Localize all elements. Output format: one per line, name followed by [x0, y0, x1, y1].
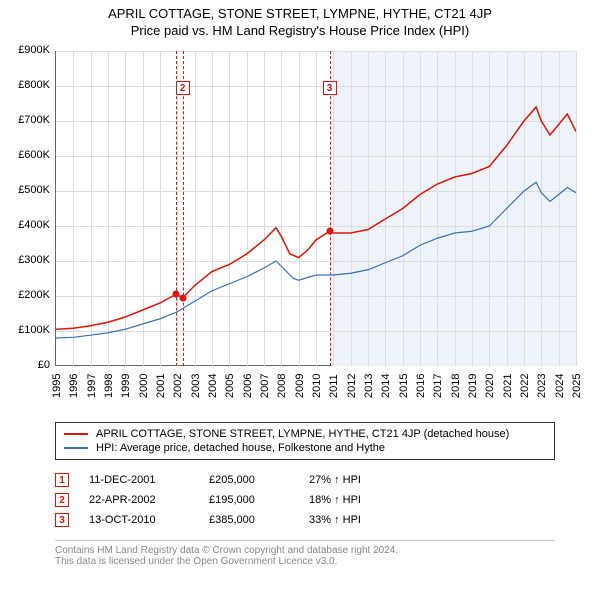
y-axis-label: £100K [10, 324, 50, 336]
event-index-box: 1 [55, 473, 69, 487]
x-axis-label: 2016 [415, 368, 427, 398]
x-axis-label: 2005 [224, 368, 236, 398]
legend-box: APRIL COTTAGE, STONE STREET, LYMPNE, HYT… [55, 422, 555, 460]
x-axis-label: 2002 [172, 368, 184, 398]
x-axis-label: 2004 [207, 368, 219, 398]
x-axis-label: 2007 [259, 368, 271, 398]
x-axis-label: 2006 [242, 368, 254, 398]
y-axis-label: £900K [10, 44, 50, 56]
plot-region: 23 [55, 51, 575, 366]
x-axis-label: 2003 [190, 368, 202, 398]
x-axis-label: 2014 [380, 368, 392, 398]
x-axis-label: 1996 [68, 368, 80, 398]
chart-subtitle: Price paid vs. HM Land Registry's House … [10, 23, 590, 38]
x-axis-label: 2000 [138, 368, 150, 398]
x-axis-label: 2017 [432, 368, 444, 398]
y-axis-label: £400K [10, 219, 50, 231]
chart-title: APRIL COTTAGE, STONE STREET, LYMPNE, HYT… [10, 6, 590, 21]
x-axis-label: 1997 [86, 368, 98, 398]
x-axis-label: 2025 [571, 368, 583, 398]
x-axis-label: 2010 [311, 368, 323, 398]
event-price: £385,000 [209, 514, 289, 526]
x-axis-label: 2012 [346, 368, 358, 398]
event-delta: 27% ↑ HPI [309, 474, 409, 486]
y-axis-label: £800K [10, 79, 50, 91]
y-axis-label: £700K [10, 114, 50, 126]
series-line-hpi [56, 182, 576, 338]
x-axis-label: 2024 [554, 368, 566, 398]
x-axis-label: 2011 [328, 368, 340, 398]
event-row: 1 11-DEC-2001 £205,000 27% ↑ HPI [55, 470, 555, 490]
event-date: 11-DEC-2001 [89, 474, 189, 486]
y-axis-label: £500K [10, 184, 50, 196]
footer-attribution: Contains HM Land Registry data © Crown c… [55, 540, 555, 567]
legend-swatch [64, 447, 88, 449]
event-delta: 33% ↑ HPI [309, 514, 409, 526]
gridline-v [576, 51, 577, 366]
title-block: APRIL COTTAGE, STONE STREET, LYMPNE, HYT… [10, 6, 590, 38]
legend-swatch [64, 433, 88, 435]
legend-label: HPI: Average price, detached house, Folk… [96, 442, 385, 454]
event-delta: 18% ↑ HPI [309, 494, 409, 506]
event-date: 13-OCT-2010 [89, 514, 189, 526]
series-svg [56, 51, 576, 366]
x-axis-label: 2001 [155, 368, 167, 398]
event-index-box: 3 [55, 513, 69, 527]
legend-item: HPI: Average price, detached house, Folk… [64, 441, 546, 455]
footer-line-1: Contains HM Land Registry data © Crown c… [55, 545, 555, 556]
x-axis-label: 1995 [51, 368, 63, 398]
event-date: 22-APR-2002 [89, 494, 189, 506]
x-axis-label: 2022 [519, 368, 531, 398]
x-axis-label: 2020 [484, 368, 496, 398]
x-axis-label: 2009 [294, 368, 306, 398]
events-table: 1 11-DEC-2001 £205,000 27% ↑ HPI 2 22-APR-200… [55, 470, 555, 530]
event-index-box: 2 [55, 493, 69, 507]
chart-area: 23 £0 £100K £200K £300K £400K £500K £600K £700K £… [10, 46, 590, 416]
x-axis-label: 2019 [467, 368, 479, 398]
event-row: 3 13-OCT-2010 £385,000 33% ↑ HPI [55, 510, 555, 530]
x-axis-label: 2023 [536, 368, 548, 398]
y-axis-label: £600K [10, 149, 50, 161]
y-axis-label: £300K [10, 254, 50, 266]
x-axis-label: 2018 [450, 368, 462, 398]
x-axis-label: 2013 [363, 368, 375, 398]
x-axis-label: 2008 [276, 368, 288, 398]
event-price: £195,000 [209, 494, 289, 506]
x-axis-label: 1999 [120, 368, 132, 398]
footer-line-2: This data is licensed under the Open Gov… [55, 556, 555, 567]
legend-item: APRIL COTTAGE, STONE STREET, LYMPNE, HYT… [64, 427, 546, 441]
event-row: 2 22-APR-2002 £195,000 18% ↑ HPI [55, 490, 555, 510]
event-price: £205,000 [209, 474, 289, 486]
legend-label: APRIL COTTAGE, STONE STREET, LYMPNE, HYT… [96, 428, 509, 440]
x-axis-label: 2021 [502, 368, 514, 398]
series-line-property [56, 107, 576, 329]
x-axis-label: 2015 [398, 368, 410, 398]
y-axis-label: £0 [10, 359, 50, 371]
x-axis-label: 1998 [103, 368, 115, 398]
y-axis-label: £200K [10, 289, 50, 301]
chart-container: APRIL COTTAGE, STONE STREET, LYMPNE, HYT… [0, 0, 600, 573]
